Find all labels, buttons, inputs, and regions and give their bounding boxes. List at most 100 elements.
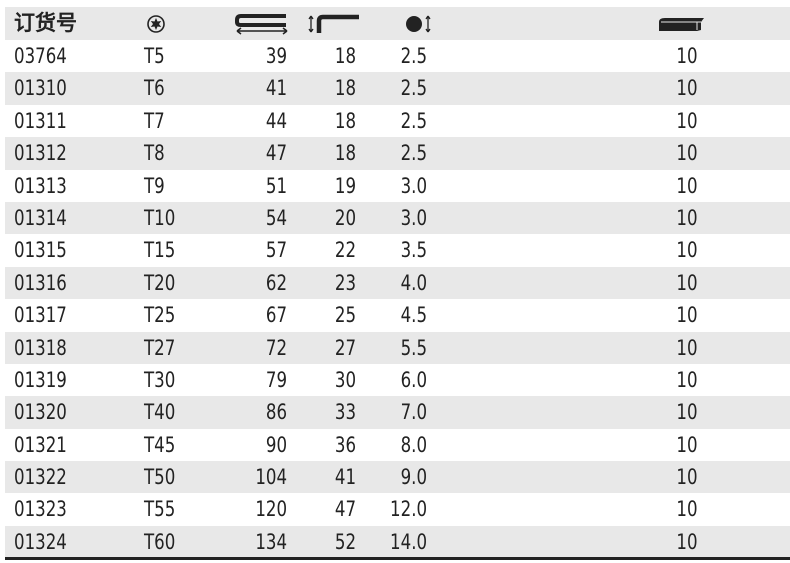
pack-quantity-cell: 10 bbox=[675, 461, 699, 493]
torx-size-value: T10 bbox=[144, 205, 176, 230]
torx-size-cell: T45 bbox=[144, 429, 180, 461]
order-no-value: 01319 bbox=[14, 367, 67, 392]
order-no-value: 01322 bbox=[14, 465, 67, 490]
length-value: 67 bbox=[265, 303, 287, 328]
table-row: 01323 T55 120 47 12.0 10 bbox=[5, 493, 790, 525]
pack-quantity-cell: 10 bbox=[675, 267, 699, 299]
torx-size-cell: T6 bbox=[144, 72, 168, 104]
order-no-value: 01313 bbox=[14, 173, 67, 198]
length-cell: 120 bbox=[251, 493, 287, 525]
pack-quantity-cell: 10 bbox=[675, 332, 699, 364]
length-value: 86 bbox=[265, 400, 287, 425]
length-cell: 57 bbox=[263, 234, 287, 266]
short-arm-length-value: 33 bbox=[334, 400, 356, 425]
torx-size-value: T25 bbox=[144, 303, 176, 328]
short-arm-length-icon bbox=[308, 7, 360, 40]
diameter-value: 8.0 bbox=[400, 432, 427, 457]
product-table: 订货号 03764 T5 39 18 2.5 10 01310 T6 41 18 2.5 10 0131… bbox=[5, 7, 790, 559]
short-arm-length-cell: 41 bbox=[332, 461, 356, 493]
order-no-value: 01312 bbox=[14, 141, 67, 166]
pack-quantity-value: 10 bbox=[676, 465, 698, 490]
length-value: 62 bbox=[265, 270, 287, 295]
diameter-cell: 2.5 bbox=[397, 40, 427, 72]
pack-quantity-cell: 10 bbox=[675, 299, 699, 331]
short-arm-length-cell: 25 bbox=[332, 299, 356, 331]
table-row: 01318 T27 72 27 5.5 10 bbox=[5, 331, 790, 364]
diameter-value: 2.5 bbox=[400, 76, 427, 101]
torx-size-value: T50 bbox=[144, 465, 176, 490]
torx-size-cell: T55 bbox=[144, 493, 180, 525]
diameter-value: 14.0 bbox=[389, 529, 427, 554]
torx-size-value: T27 bbox=[144, 335, 176, 360]
table-row: 01311 T7 44 18 2.5 10 bbox=[5, 105, 790, 137]
torx-size-cell: T40 bbox=[144, 396, 180, 428]
torx-size-cell: T7 bbox=[144, 105, 168, 137]
short-arm-length-value: 18 bbox=[334, 76, 356, 101]
length-value: 41 bbox=[265, 76, 287, 101]
diameter-cell: 4.0 bbox=[397, 267, 427, 299]
pack-quantity-value: 10 bbox=[676, 335, 698, 360]
order-no-cell: 01314 bbox=[14, 202, 74, 234]
length-cell: 79 bbox=[263, 364, 287, 396]
table-bottom-rule bbox=[5, 557, 790, 560]
order-no-cell: 01317 bbox=[14, 299, 74, 331]
table-row: 01321 T45 90 36 8.0 10 bbox=[5, 429, 790, 461]
pack-quantity-value: 10 bbox=[676, 367, 698, 392]
order-no-cell: 01316 bbox=[14, 267, 74, 299]
table-row: 01315 T15 57 22 3.5 10 bbox=[5, 234, 790, 266]
length-cell: 44 bbox=[263, 105, 287, 137]
short-arm-length-cell: 19 bbox=[332, 170, 356, 202]
short-arm-length-value: 18 bbox=[334, 108, 356, 133]
pack-quantity-value: 10 bbox=[676, 432, 698, 457]
short-arm-length-cell: 36 bbox=[332, 429, 356, 461]
diameter-icon bbox=[405, 7, 433, 40]
order-no-value: 03764 bbox=[14, 44, 67, 68]
short-arm-length-cell: 30 bbox=[332, 364, 356, 396]
torx-size-icon bbox=[147, 7, 165, 40]
diameter-value: 12.0 bbox=[389, 497, 427, 522]
length-cell: 72 bbox=[263, 332, 287, 364]
torx-size-value: T7 bbox=[144, 108, 165, 133]
length-value: 120 bbox=[255, 497, 287, 522]
short-arm-length-cell: 23 bbox=[332, 267, 356, 299]
diameter-value: 6.0 bbox=[400, 367, 427, 392]
pack-quantity-value: 10 bbox=[676, 529, 698, 554]
pack-quantity-cell: 10 bbox=[675, 105, 699, 137]
order-no-value: 01321 bbox=[14, 432, 67, 457]
diameter-value: 2.5 bbox=[400, 44, 427, 68]
order-no-cell: 01320 bbox=[14, 396, 74, 428]
order-no-value: 01310 bbox=[14, 76, 67, 101]
length-value: 134 bbox=[255, 529, 287, 554]
order-no-cell: 01312 bbox=[14, 137, 74, 169]
length-cell: 67 bbox=[263, 299, 287, 331]
pack-quantity-value: 10 bbox=[676, 76, 698, 101]
table-row: 01322 T50 104 41 9.0 10 bbox=[5, 461, 790, 494]
torx-size-cell: T27 bbox=[144, 332, 180, 364]
pack-quantity-icon bbox=[657, 7, 705, 40]
length-icon bbox=[235, 7, 291, 40]
order-no-value: 01314 bbox=[14, 205, 67, 230]
order-no-cell: 03764 bbox=[14, 40, 74, 72]
length-cell: 47 bbox=[263, 137, 287, 169]
pack-quantity-value: 10 bbox=[676, 205, 698, 230]
table-row: 01310 T6 41 18 2.5 10 bbox=[5, 72, 790, 105]
short-arm-length-value: 19 bbox=[334, 173, 356, 198]
diameter-value: 9.0 bbox=[400, 465, 427, 490]
length-cell: 62 bbox=[263, 267, 287, 299]
short-arm-length-cell: 18 bbox=[332, 72, 356, 104]
pack-quantity-value: 10 bbox=[676, 497, 698, 522]
order-no-header: 订货号 bbox=[14, 11, 77, 35]
order-no-cell: 01318 bbox=[14, 332, 74, 364]
short-arm-length-value: 41 bbox=[334, 465, 356, 490]
length-value: 39 bbox=[265, 44, 287, 68]
short-arm-length-value: 36 bbox=[334, 432, 356, 457]
order-no-value: 01311 bbox=[14, 108, 67, 133]
order-no-cell: 01310 bbox=[14, 72, 74, 104]
length-cell: 39 bbox=[263, 40, 287, 72]
length-cell: 134 bbox=[251, 526, 287, 558]
order-no-value: 01323 bbox=[14, 497, 67, 522]
diameter-cell: 3.5 bbox=[397, 234, 427, 266]
diameter-value: 7.0 bbox=[400, 400, 427, 425]
order-no-value: 01320 bbox=[14, 400, 67, 425]
diameter-cell: 2.5 bbox=[397, 72, 427, 104]
